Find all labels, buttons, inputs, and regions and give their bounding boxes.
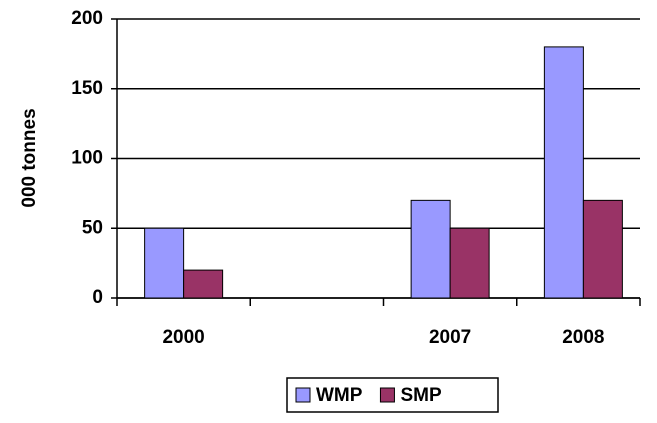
- y-tick-label: 50: [82, 217, 103, 238]
- legend-label: WMP: [316, 385, 363, 406]
- y-tick-label: 150: [71, 78, 103, 99]
- y-tick-label: 100: [71, 148, 103, 169]
- legend: WMP SMP: [286, 377, 499, 413]
- legend-swatch: [379, 387, 395, 403]
- y-tick-label: 200: [71, 8, 103, 29]
- bar: [410, 199, 451, 299]
- x-tick-label: 2008: [562, 327, 604, 348]
- bar: [582, 199, 623, 299]
- legend-swatch: [295, 387, 311, 403]
- bar: [449, 227, 490, 299]
- x-tick-label: 2000: [162, 327, 204, 348]
- bar: [183, 269, 224, 299]
- x-tick-label: 2007: [429, 327, 471, 348]
- y-axis-title: 000 tonnes: [19, 108, 40, 207]
- bar: [144, 227, 185, 299]
- legend-label: SMP: [400, 385, 442, 406]
- y-tick-label: 0: [92, 287, 103, 308]
- bar: [543, 46, 584, 299]
